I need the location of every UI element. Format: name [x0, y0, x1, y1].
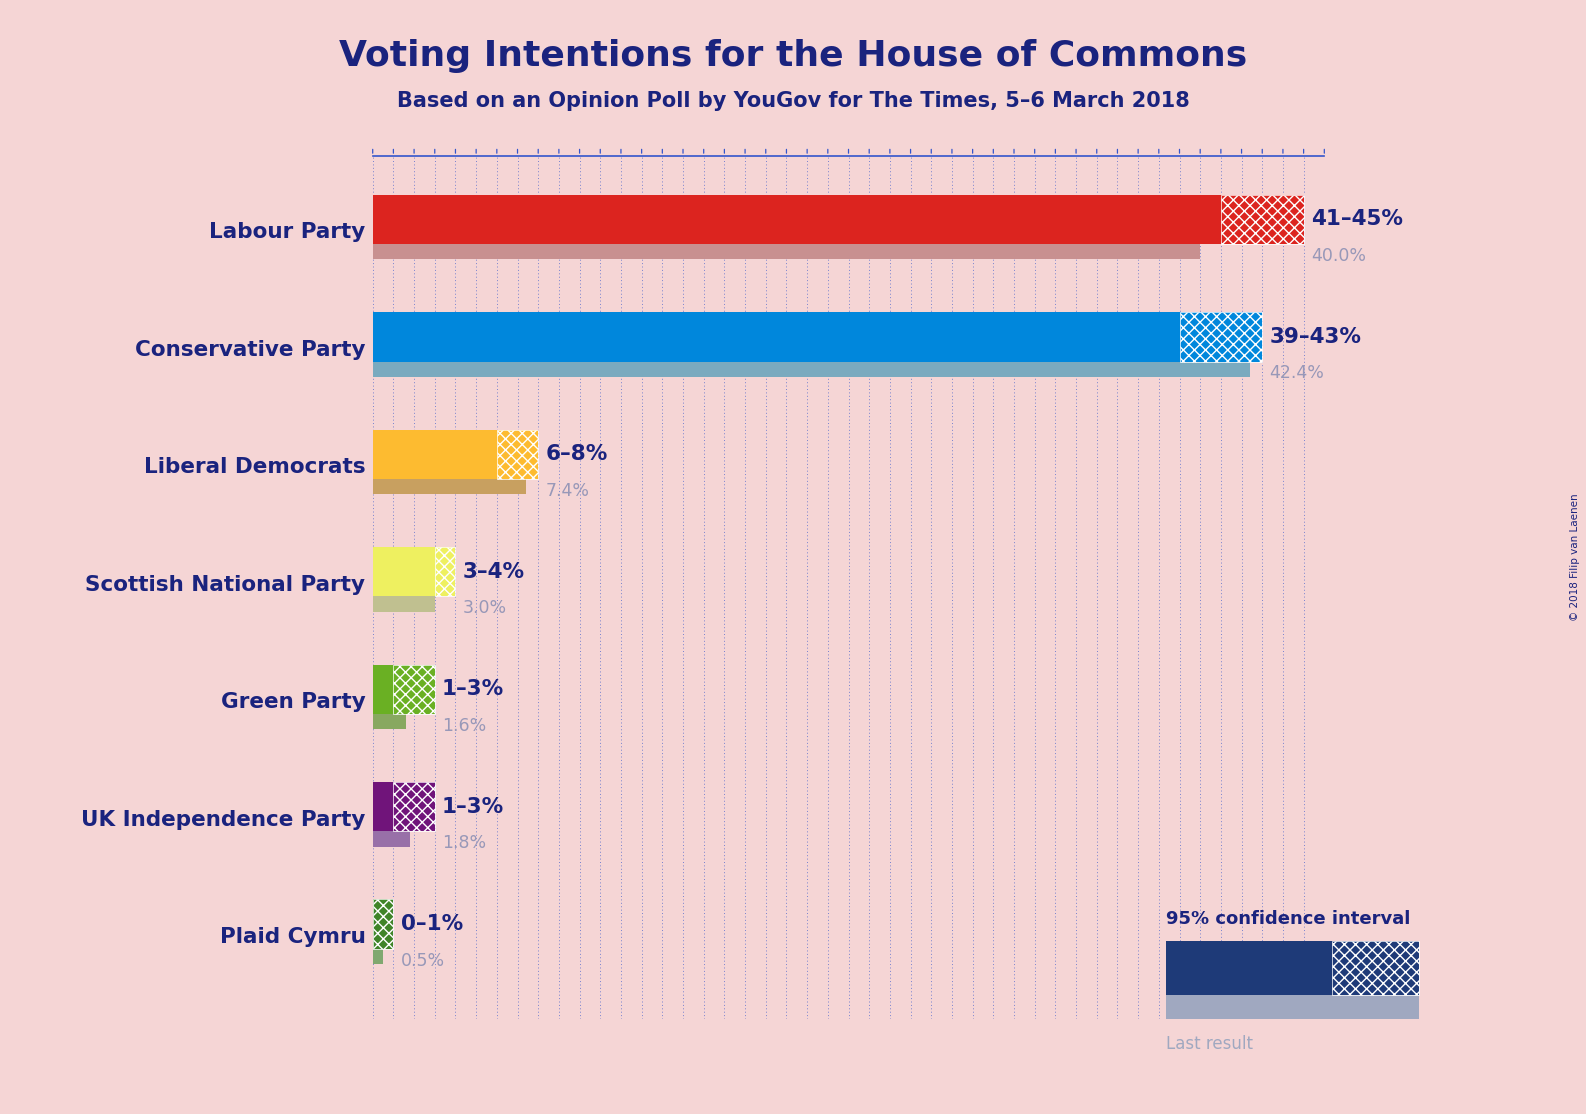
Text: 95% confidence interval: 95% confidence interval	[1166, 910, 1410, 928]
Bar	[393, 782, 435, 831]
Text: Scottish National Party: Scottish National Party	[86, 575, 365, 595]
Bar	[373, 899, 393, 949]
Text: Green Party: Green Party	[220, 692, 365, 712]
Text: 6–8%: 6–8%	[546, 444, 607, 465]
Bar	[393, 665, 435, 714]
Bar	[435, 547, 455, 596]
Text: 0.5%: 0.5%	[401, 951, 444, 969]
Text: 1.8%: 1.8%	[442, 834, 487, 852]
Bar	[1180, 312, 1262, 362]
Text: 7.4%: 7.4%	[546, 481, 590, 500]
Text: 40.0%: 40.0%	[1312, 247, 1366, 265]
Text: 0–1%: 0–1%	[401, 915, 463, 935]
Bar	[393, 782, 435, 831]
Text: Voting Intentions for the House of Commons: Voting Intentions for the House of Commo…	[339, 39, 1247, 74]
Bar	[373, 825, 409, 847]
Bar	[373, 547, 435, 596]
Text: 1.6%: 1.6%	[442, 716, 487, 734]
Bar	[496, 430, 538, 479]
Text: with median: with median	[1166, 944, 1291, 961]
Bar	[496, 430, 538, 479]
Text: 3.0%: 3.0%	[463, 599, 508, 617]
Bar	[393, 665, 435, 714]
Text: 39–43%: 39–43%	[1269, 326, 1361, 346]
Text: Liberal Democrats: Liberal Democrats	[144, 457, 365, 477]
Bar	[373, 238, 1201, 260]
Text: 41–45%: 41–45%	[1312, 209, 1402, 229]
Text: Based on an Opinion Poll by YouGov for The Times, 5–6 March 2018: Based on an Opinion Poll by YouGov for T…	[396, 91, 1190, 111]
Bar	[1180, 312, 1262, 362]
Bar	[373, 590, 435, 612]
Text: Conservative Party: Conservative Party	[135, 340, 365, 360]
Bar	[435, 547, 455, 596]
Text: 42.4%: 42.4%	[1269, 364, 1324, 382]
Text: Last result: Last result	[1166, 1035, 1253, 1053]
Bar	[1221, 195, 1304, 244]
Bar	[373, 430, 496, 479]
Text: Labour Party: Labour Party	[209, 223, 365, 243]
Bar	[373, 899, 393, 949]
Text: 3–4%: 3–4%	[463, 561, 525, 582]
Text: © 2018 Filip van Laenen: © 2018 Filip van Laenen	[1570, 494, 1580, 620]
Bar	[373, 312, 1180, 362]
Bar	[1221, 195, 1304, 244]
Bar	[373, 782, 393, 831]
Bar	[373, 665, 393, 714]
Bar	[373, 709, 406, 730]
Text: 1–3%: 1–3%	[442, 797, 504, 817]
Text: 1–3%: 1–3%	[442, 680, 504, 700]
Bar	[373, 942, 384, 964]
Bar	[373, 195, 1221, 244]
Text: Plaid Cymru: Plaid Cymru	[219, 927, 365, 947]
Text: UK Independence Party: UK Independence Party	[81, 810, 365, 830]
Bar	[373, 473, 527, 495]
Bar	[373, 355, 1250, 377]
